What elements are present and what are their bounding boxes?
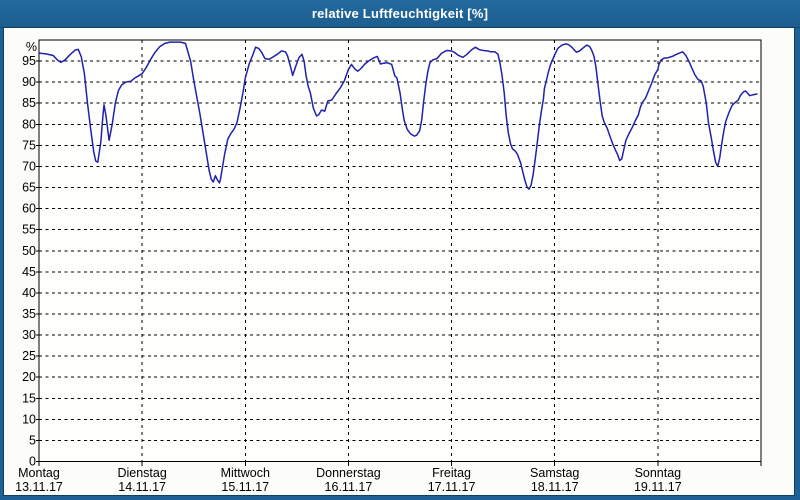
x-day-label: Sonntag	[635, 466, 682, 480]
x-date-label: 14.11.17	[118, 480, 166, 494]
y-tick-label: 55	[22, 223, 36, 237]
x-date-label: 18.11.17	[531, 480, 579, 494]
y-tick-label: 80	[22, 117, 36, 131]
x-date-label: 19.11.17	[634, 480, 682, 494]
chart-title: relative Luftfeuchtigkeit [%]	[311, 6, 489, 21]
y-tick-label: 45	[22, 265, 36, 279]
y-tick-label: 35	[22, 307, 36, 321]
y-tick-label: 60	[22, 202, 36, 216]
y-tick-label: 0	[29, 455, 36, 469]
y-axis-unit-label: %	[26, 40, 37, 54]
y-tick-label: 10	[22, 412, 36, 426]
x-day-label: Mittwoch	[221, 466, 270, 480]
x-date-label: 13.11.17	[15, 480, 63, 494]
y-tick-label: 30	[22, 328, 36, 342]
x-day-label: Freitag	[432, 466, 471, 480]
title-bar: relative Luftfeuchtigkeit [%]	[0, 0, 800, 28]
y-tick-label: 70	[22, 159, 36, 173]
x-day-label: Dienstag	[117, 466, 166, 480]
y-tick-label: 25	[22, 349, 36, 363]
y-tick-label: 50	[22, 244, 36, 258]
y-tick-label: 40	[22, 286, 36, 300]
x-day-label: Donnerstag	[316, 466, 381, 480]
x-date-label: 16.11.17	[325, 480, 373, 494]
y-tick-label: 65	[22, 181, 36, 195]
y-tick-label: 20	[22, 370, 36, 384]
y-tick-label: 95	[22, 54, 36, 68]
y-tick-label: 5	[29, 433, 36, 447]
y-tick-label: 85	[22, 96, 36, 110]
x-date-label: 15.11.17	[221, 480, 269, 494]
y-tick-label: 75	[22, 138, 36, 152]
x-date-label: 17.11.17	[428, 480, 476, 494]
x-day-label: Montag	[18, 466, 60, 480]
humidity-line	[38, 41, 758, 190]
y-tick-label: 90	[22, 75, 36, 89]
y-tick-label: 15	[22, 391, 36, 405]
x-day-label: Samstag	[530, 466, 579, 480]
